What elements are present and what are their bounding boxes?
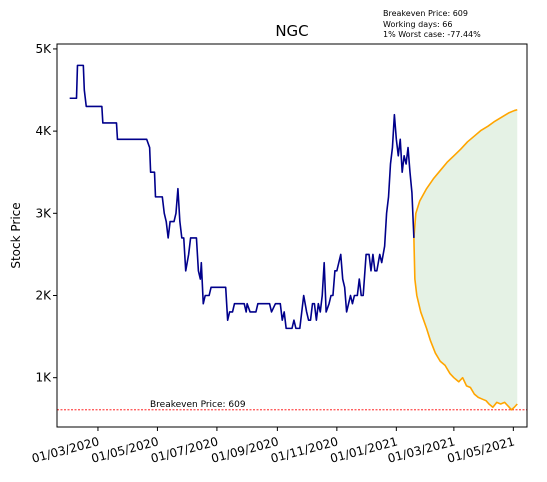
breakeven-note: Breakeven Price: 609 — [383, 9, 468, 18]
worst-case-note: 1% Worst case: -77.44% — [383, 30, 481, 39]
x-tick-label: 01/03/2021 — [386, 434, 456, 465]
y-axis-label: Stock Price — [9, 202, 23, 268]
x-tick-label: 01/11/2020 — [269, 434, 339, 465]
working-days-note: Working days: 66 — [383, 19, 453, 29]
y-tick-label: 1K — [35, 371, 52, 385]
forecast-band — [413, 109, 518, 410]
y-tick-label: 5K — [35, 42, 52, 56]
y-tick-label: 3K — [35, 206, 52, 220]
x-tick-label: 01/05/2021 — [446, 434, 516, 465]
stats-annotation: Breakeven Price: 609 Working days: 66 1%… — [383, 9, 481, 41]
x-tick-label: 01/05/2020 — [90, 434, 160, 465]
x-tick-label: 01/07/2020 — [149, 434, 219, 465]
forecast-upper-line — [413, 108, 518, 239]
y-tick-label: 4K — [35, 124, 52, 138]
price-history-line — [69, 64, 415, 330]
x-tick-label: 01/09/2020 — [210, 434, 280, 465]
chart-title: NGC — [275, 22, 308, 40]
x-tick-label: 01/03/2020 — [30, 434, 100, 465]
forecast-lower-line — [413, 237, 518, 411]
y-tick-label: 2K — [35, 288, 52, 302]
plot-frame — [56, 43, 528, 428]
breakeven-label: Breakeven Price: 609 — [150, 400, 246, 410]
